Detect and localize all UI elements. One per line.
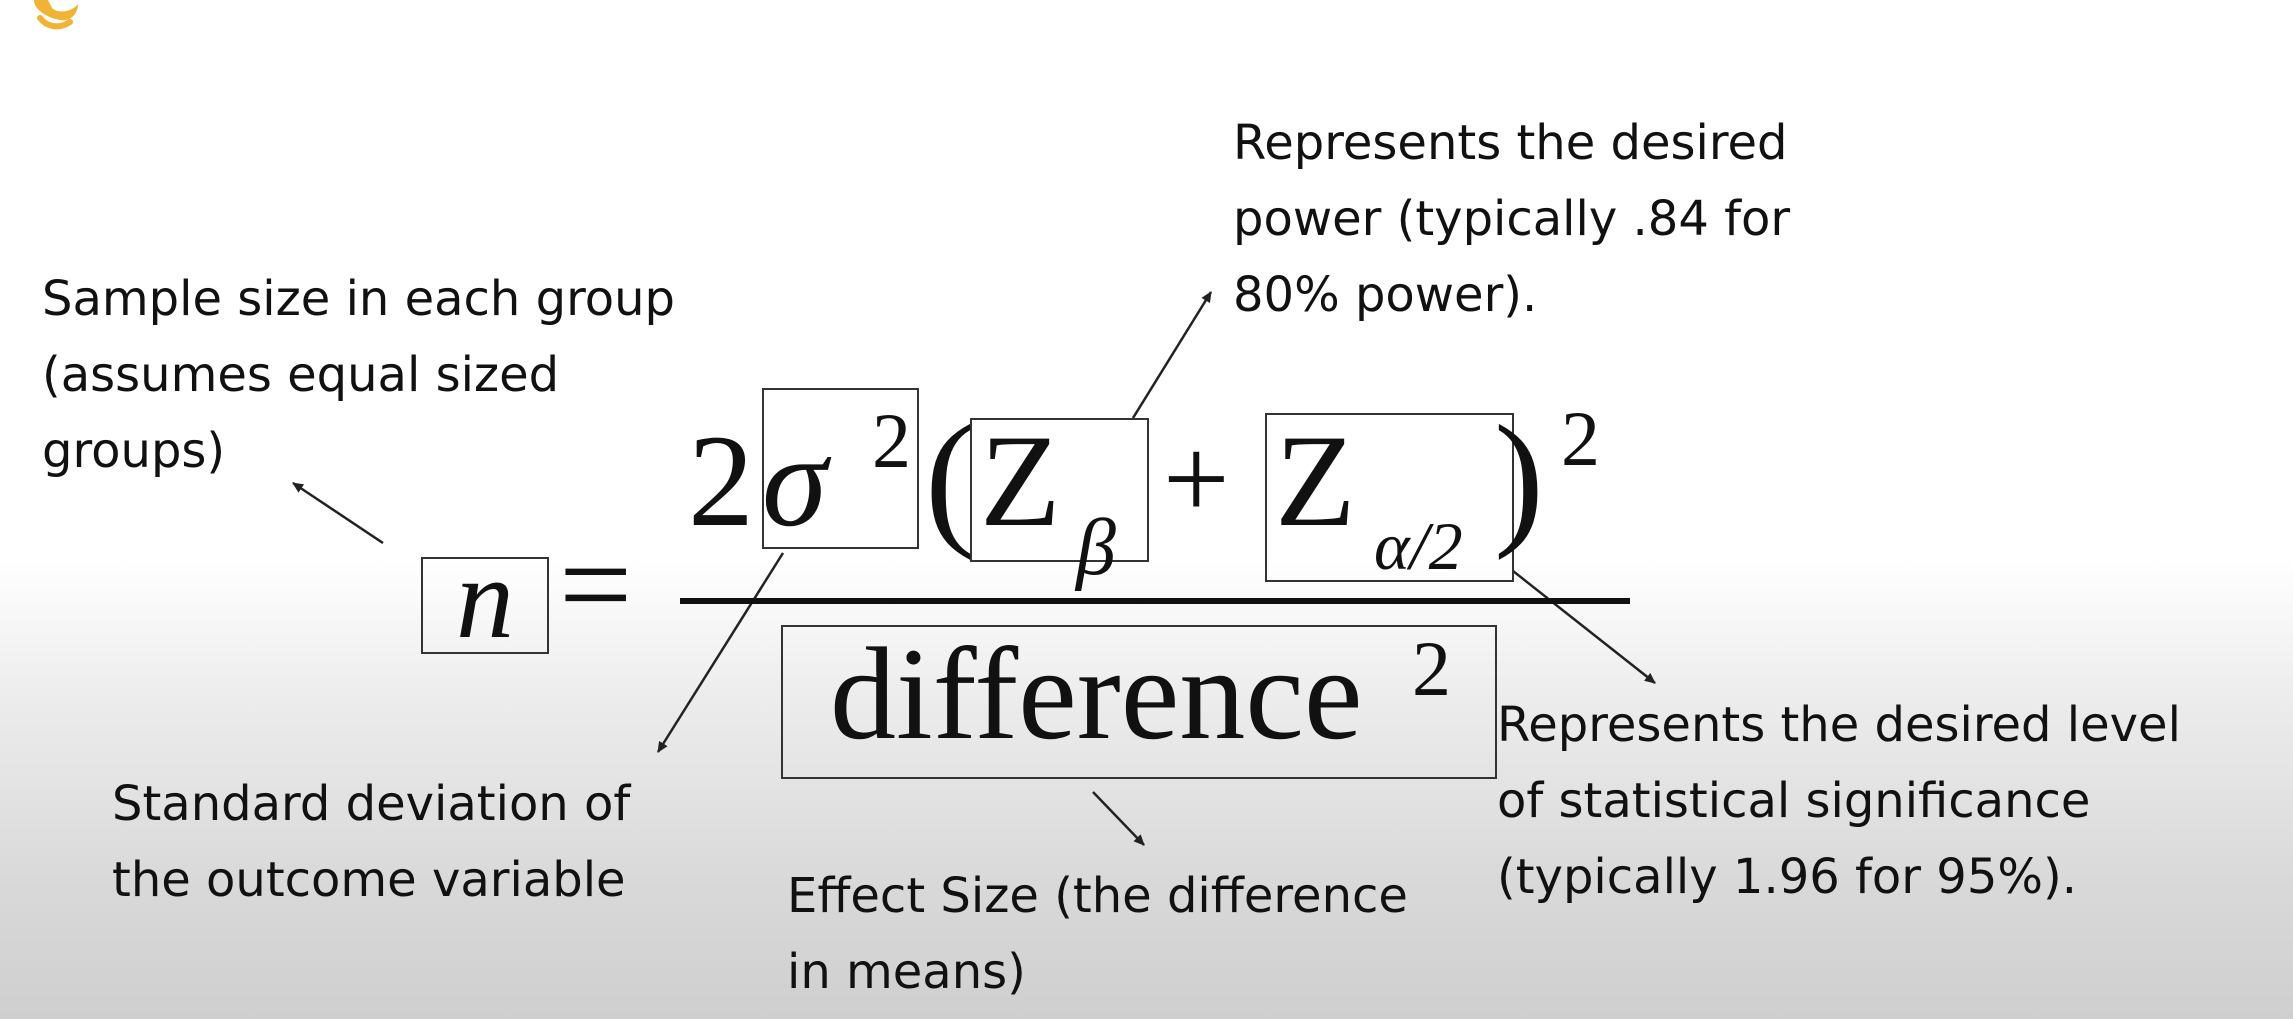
formula-sigma-exponent: 2 (872, 397, 911, 484)
std-dev-annotation-line: Standard deviation of (112, 776, 631, 832)
sample-size-annotation: Sample size in each group (assumes equal… (42, 261, 675, 489)
z-alpha-highlight-box (1265, 413, 1514, 582)
n-highlight-box (421, 557, 549, 654)
std-dev-annotation: Standard deviation of the outcome variab… (112, 766, 630, 918)
z-beta-highlight-box (970, 418, 1149, 562)
arrow-to-sample-note (292, 481, 384, 545)
formula-plus: + (1163, 413, 1230, 544)
arrow-to-sd-note (656, 552, 785, 753)
formula-denominator: difference (830, 620, 1363, 767)
significance-annotation: Represents the desired level of statisti… (1497, 687, 2181, 915)
difference-highlight-box (781, 625, 1497, 779)
sample-size-annotation-line: groups) (42, 423, 226, 479)
formula-z-alpha: Z (1275, 407, 1356, 554)
formula-n: n (456, 535, 514, 663)
formula-paren-exponent: 2 (1561, 395, 1600, 482)
formula-alpha-subscript: α/2 (1374, 508, 1463, 584)
sample-size-annotation-line: (assumes equal sized (42, 347, 560, 403)
significance-annotation-line: of statistical significance (1497, 773, 2091, 829)
formula-equals: = (559, 513, 633, 657)
arrow-to-significance-note (1512, 570, 1656, 684)
sample-size-annotation-line: Sample size in each group (42, 271, 675, 327)
logo-fragment-icon (0, 0, 78, 30)
formula-sigma: σ (762, 407, 828, 554)
arrow-to-power-note (1131, 291, 1213, 419)
power-annotation-line: Represents the desired (1233, 115, 1788, 171)
effect-size-annotation-line: Effect Size (the difference (787, 868, 1408, 924)
arrow-to-effect-note (1092, 791, 1145, 846)
formula-denominator-exponent: 2 (1412, 625, 1451, 712)
std-dev-annotation-line: the outcome variable (112, 852, 626, 908)
power-annotation-line: 80% power). (1233, 267, 1538, 323)
formula-open-paren: ( (925, 395, 975, 561)
significance-annotation-line: Represents the desired level (1497, 697, 2181, 753)
formula-beta-subscript: β (1076, 504, 1116, 592)
effect-size-annotation-line: in means) (787, 944, 1026, 1000)
formula-z-beta: Z (980, 407, 1061, 554)
sigma-highlight-box (762, 388, 919, 549)
effect-size-annotation: Effect Size (the difference in means) (787, 858, 1408, 1010)
formula-coefficient: 2 (688, 407, 754, 554)
formula-close-paren: ) (1494, 395, 1544, 561)
significance-annotation-line: (typically 1.96 for 95%). (1497, 849, 2077, 905)
power-annotation-line: power (typically .84 for (1233, 191, 1791, 247)
power-annotation: Represents the desired power (typically … (1233, 105, 1790, 333)
